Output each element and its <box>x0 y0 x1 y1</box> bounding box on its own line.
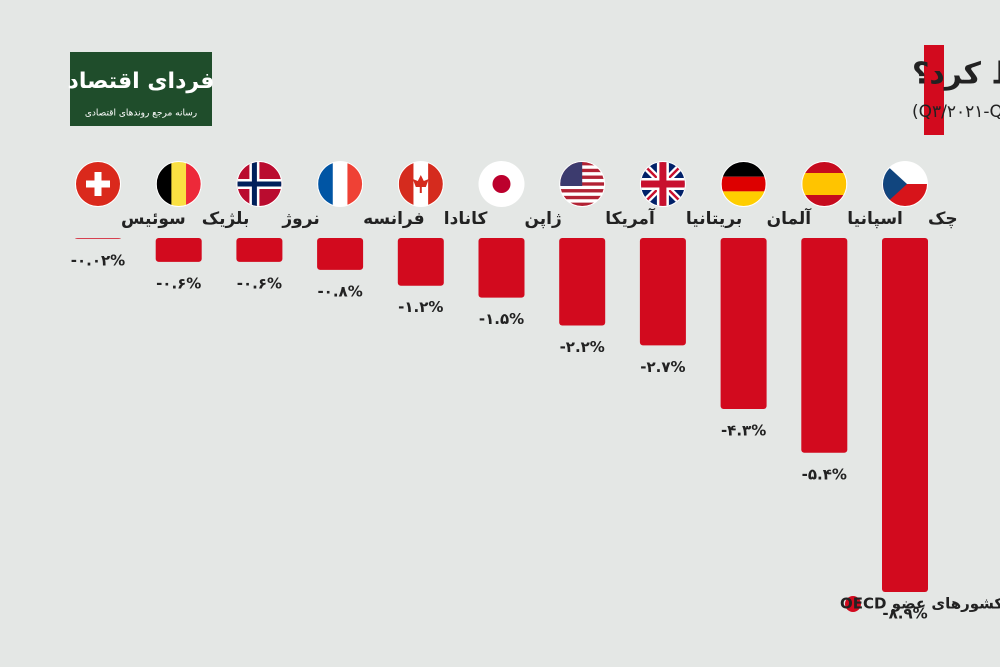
bar <box>317 238 364 270</box>
flag-clip <box>76 162 120 206</box>
value-label: -۰.۶% <box>237 274 282 292</box>
chart-subtitle: تغییر نرخ دستمزد واقعی (ماهانه-به ازای ه… <box>912 102 1000 122</box>
bar <box>720 238 767 410</box>
flag-part <box>412 175 429 193</box>
title-accent <box>924 45 944 135</box>
flag <box>720 161 767 207</box>
flag-clip <box>802 162 847 206</box>
x-tick-label: سوئیس <box>121 209 186 229</box>
x-tick-label: اسپانیا <box>847 209 903 229</box>
flag-part <box>560 199 605 203</box>
flag-part <box>802 162 847 173</box>
flag-part <box>251 162 257 206</box>
flag-part <box>318 162 334 206</box>
flag-part <box>398 162 414 206</box>
flag-part <box>560 192 605 197</box>
value-label: -۸.۹% <box>882 605 927 623</box>
flag-part <box>94 172 102 196</box>
flag-clip <box>640 162 685 206</box>
legend-swatch <box>845 596 861 612</box>
logo-tagline: رسانه مرجع روندهای اقتصادی <box>85 109 197 119</box>
x-tick-label: کانادا <box>444 209 488 229</box>
flag-part <box>560 195 605 200</box>
bar <box>559 238 606 326</box>
flag-part <box>560 185 605 190</box>
flag-part <box>237 181 282 187</box>
x-tick-label: بریتانیا <box>686 209 742 229</box>
flag <box>397 161 444 207</box>
flag-part <box>659 162 667 206</box>
flag-part <box>721 176 766 192</box>
flag-part <box>721 191 766 206</box>
flag-clip <box>398 162 443 206</box>
bar <box>639 238 686 346</box>
flag-part <box>560 202 605 206</box>
flag-part <box>802 173 847 195</box>
value-label: -۲.۷% <box>640 358 685 376</box>
bar <box>882 238 928 593</box>
flag-part <box>428 162 443 206</box>
value-label: -۴.۳% <box>721 422 766 440</box>
flag-part <box>332 162 348 206</box>
flag <box>801 161 848 207</box>
x-tick-label: فرانسه <box>363 209 425 229</box>
value-label: -۱.۲% <box>398 298 443 316</box>
logo-box <box>70 52 212 126</box>
flag-part <box>156 162 172 206</box>
value-label: -۵.۴% <box>802 465 847 483</box>
flag-part <box>560 189 605 193</box>
x-tick-label: چک <box>928 209 958 229</box>
value-label: -۰.۰۲% <box>71 251 125 269</box>
flag <box>478 161 525 207</box>
flag-part <box>492 175 511 193</box>
value-label: -۰.۸% <box>317 282 362 300</box>
flag <box>317 161 364 207</box>
flag <box>236 161 283 207</box>
flag <box>559 161 606 207</box>
x-tick-label: ژاپن <box>525 209 562 229</box>
flag-part <box>883 162 907 206</box>
x-tick-label: آلمان <box>767 207 813 229</box>
bar <box>75 238 121 239</box>
bar <box>801 238 848 453</box>
flag-part <box>721 162 766 177</box>
bar <box>155 238 202 262</box>
chart-title: دستمزد واقعی در کدام کشورها سقوط کرد؟ <box>912 57 1000 92</box>
value-label: -۱.۵% <box>479 310 524 328</box>
flag <box>639 161 686 207</box>
bar <box>397 238 444 286</box>
bar <box>236 238 283 262</box>
flag-clip <box>237 162 282 206</box>
flag <box>75 161 121 207</box>
flag-clip <box>560 162 605 206</box>
flag-part <box>802 195 847 206</box>
value-label: -۰.۶% <box>156 274 201 292</box>
legend-label: کشورهای عضو OECD <box>840 595 1000 613</box>
x-tick-label: نروژ <box>281 209 319 229</box>
flag-part <box>171 162 187 206</box>
flag-part <box>347 162 363 206</box>
x-tick-label: آمریکا <box>605 207 656 229</box>
x-tick-label: بلژیک <box>202 209 250 229</box>
value-label: -۲.۲% <box>560 338 605 356</box>
flag-part <box>186 162 201 206</box>
flag <box>882 161 928 207</box>
flag-clip <box>721 162 766 206</box>
bar <box>478 238 525 298</box>
flag-clip <box>883 162 927 206</box>
flag-clip <box>318 162 363 206</box>
flag-clip <box>156 162 201 206</box>
flag-clip <box>479 162 524 206</box>
flag <box>155 161 202 207</box>
logo-name: فردای اقتصاد <box>68 69 215 94</box>
